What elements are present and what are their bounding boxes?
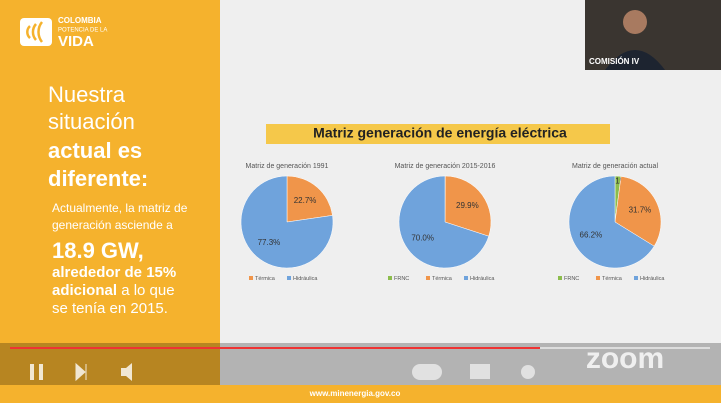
chart-title: Matriz de generación actual [572,163,658,170]
next-button[interactable] [75,362,87,382]
logo-icon [20,18,52,46]
logo-text: POTENCIA DE LA [58,28,107,34]
data-label: 29.9% [456,201,479,210]
pause-button[interactable] [39,364,43,380]
legend-swatch [426,276,430,280]
legend-label: FRNC [394,276,409,282]
heading: Nuestra [48,82,126,107]
autoplay-toggle[interactable] [412,364,442,380]
legend-swatch [596,276,600,280]
settings-button[interactable] [521,365,535,379]
data-label: 66.2% [580,231,603,240]
legend-label: Térmica [602,276,623,282]
participant-body [605,50,665,70]
footer-band [0,385,721,403]
heading: situación [48,109,135,134]
logo: COLOMBIA POTENCIA DE LA VIDA [20,16,107,50]
legend-swatch [464,276,468,280]
highlight: 18.9 GW, [52,238,144,263]
pie-slice [568,175,655,269]
pause-button[interactable] [30,364,34,380]
legend-swatch [388,276,392,280]
data-label: 22.7% [294,196,317,205]
legend-label: Hidráulica [470,276,495,282]
highlight: alrededor de 15% [52,264,176,281]
highlight: adicional [52,282,117,299]
chart-title: Matriz de generación 1991 [246,163,329,170]
body-text: generación asciende a [52,218,173,232]
data-label: 31.7% [629,205,652,214]
legend-swatch [558,276,562,280]
chart-title: Matriz de generación 2015-2016 [395,163,496,170]
logo-text: VIDA [58,33,94,50]
legend-label: Hidráulica [293,276,318,282]
player-bar [0,343,721,385]
pie-slice [398,175,490,269]
pie-slice [240,175,334,269]
participant-head [623,10,647,34]
logo-waves [26,21,44,43]
footer-url: www.minenergia.gov.co [309,389,401,398]
zoom-watermark: zoom [586,342,664,375]
pie-slice [614,176,662,247]
legend-swatch [249,276,253,280]
body-text: se tenía en 2015. [52,300,168,317]
subtitles-button[interactable] [470,364,490,379]
pie-slice [286,175,333,223]
data-label: 2.1% [609,177,627,186]
legend-label: Térmica [432,276,453,282]
heading: actual es [48,138,142,163]
heading: diferente: [48,166,148,191]
charts: Matriz de generación 1991 22.7% 77.3% Térmi… [240,163,665,282]
volume-button[interactable] [121,363,132,381]
body-text: a lo que [117,282,175,299]
legend-swatch [287,276,291,280]
legend-label: Térmica [255,276,276,282]
body-text: adicional a lo que [52,282,175,299]
data-label: 70.0% [411,233,434,242]
left-panel [0,0,220,385]
data-label: 77.3% [258,238,281,247]
slide-title: Matriz generación de energía eléctrica [313,125,567,141]
legend-swatch [634,276,638,280]
pie-slice [444,175,492,237]
body-text: Actualmente, la matriz de [52,201,188,215]
legend-label: FRNC [564,276,579,282]
participant-name: COMISIÓN IV [589,57,640,66]
title-band [266,124,610,144]
slide-text: Nuestra situación actual es diferente: A… [48,82,188,317]
legend-label: Hidráulica [640,276,665,282]
logo-text: COLOMBIA [58,16,102,25]
